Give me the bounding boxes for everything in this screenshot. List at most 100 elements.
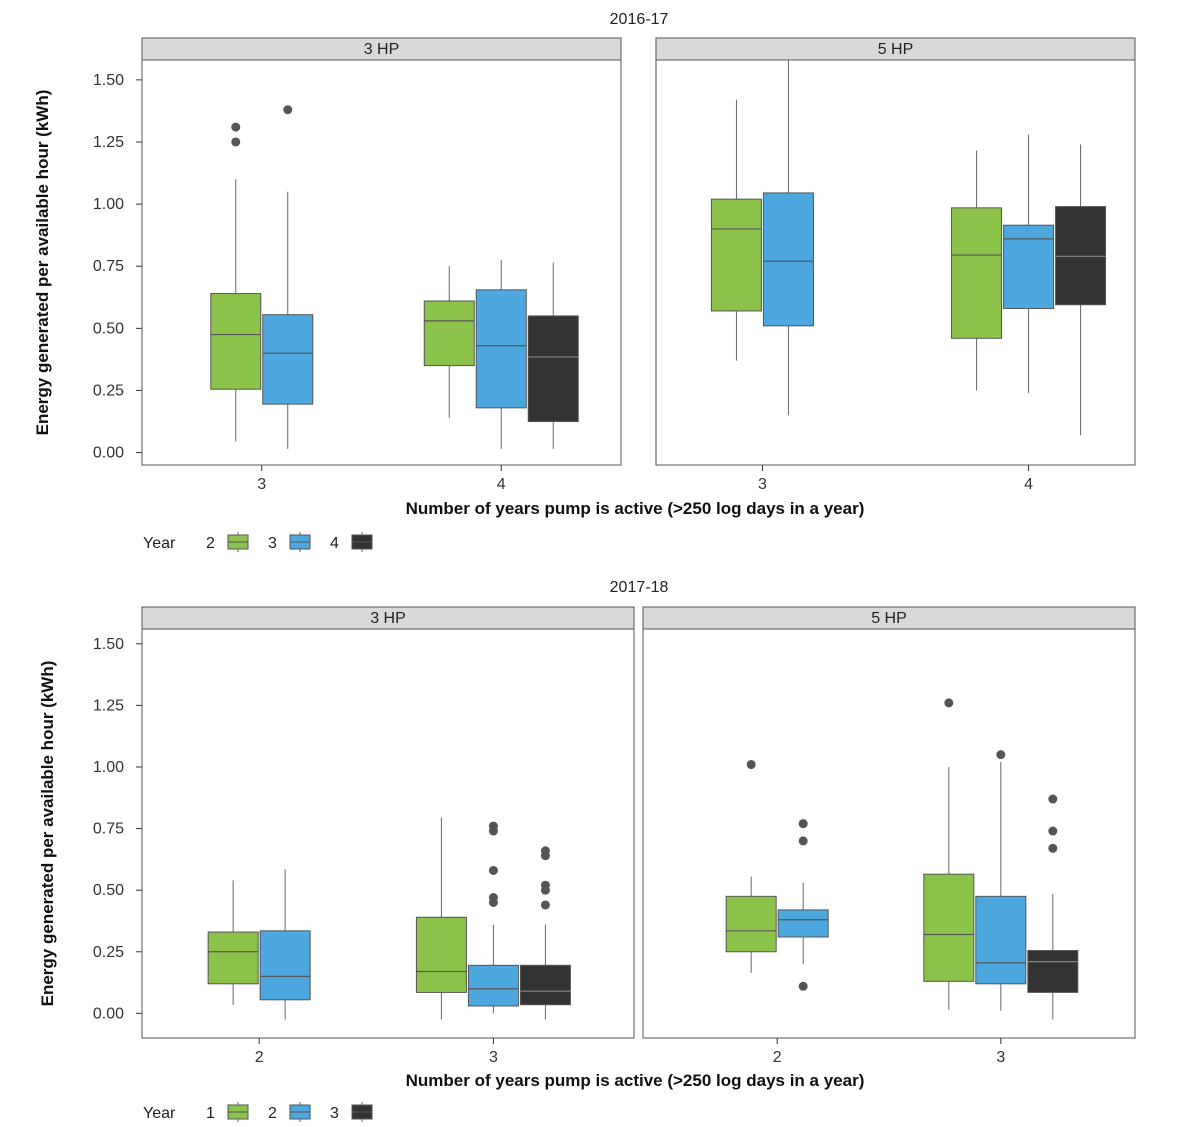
outlier-point [231,122,241,132]
chart-1: 2017-18 Energy generated per available ho… [38,579,1136,1122]
x-tick-label: 3 [996,1049,1005,1066]
box-group [951,150,1003,391]
box-group [519,846,571,1020]
y-axis-label: Energy generated per available hour (kWh… [38,661,57,1007]
box-group [467,821,519,1014]
panel-border [141,628,635,1039]
outlier-point [996,750,1006,760]
outlier-point [540,885,550,895]
y-tick-label: 1.50 [93,636,124,653]
x-axis-label: Number of years pump is active (>250 log… [406,499,865,518]
outlier-point [488,865,498,875]
box [415,916,467,993]
legend: Year 2 3 4 [143,532,373,552]
box-group [762,60,814,416]
box-group [923,698,975,1010]
y-tick-label: 1.50 [93,72,124,89]
box-group [475,260,527,449]
box [262,314,314,405]
chart-title: 2017-18 [610,579,669,596]
facet-strip-label: 3 HP [364,41,400,58]
outlier-point [798,836,808,846]
outlier-point [1048,794,1058,804]
outlier-point [746,760,756,770]
facet-panel: 5 HP 2 3 [642,606,1136,1066]
y-tick-label: 0.75 [93,258,124,275]
box [423,300,475,367]
box [710,198,762,312]
y-tick-label: 0.75 [93,821,124,838]
panel-border [642,628,1136,1039]
legend-title: Year [143,535,176,552]
box [777,909,829,938]
facet-strip-label: 5 HP [871,610,907,627]
box-group [710,99,762,361]
x-tick-label: 3 [489,1049,498,1066]
box [519,964,571,1006]
legend: Year 1 2 3 [143,1102,373,1122]
box-group [1055,144,1107,436]
facet-strip-label: 5 HP [878,41,914,58]
outlier-point [798,981,808,991]
box [1027,950,1079,993]
x-tick-label: 3 [758,476,767,493]
legend-label: 3 [330,1105,339,1122]
y-tick-label: 0.50 [93,882,124,899]
box [527,315,579,423]
box-group [1003,134,1055,393]
y-tick-label: 0.50 [93,320,124,337]
outlier-point [540,851,550,861]
y-tick-label: 0.00 [93,445,124,462]
box-group [210,122,262,442]
box [467,964,519,1007]
box [1003,224,1055,309]
x-tick-label: 4 [497,476,506,493]
box [725,895,777,953]
box-group [527,262,579,449]
box [762,192,814,327]
outlier-point [944,698,954,708]
facet-panel: 3 HP 2 3 [141,606,635,1066]
box-group [1027,794,1079,1020]
y-tick-label: 0.00 [93,1005,124,1022]
legend-label: 1 [206,1105,215,1122]
x-tick-label: 2 [773,1049,782,1066]
outlier-point [283,105,293,115]
box [259,930,311,1001]
outlier-point [1048,826,1058,836]
box [210,293,262,390]
facet-panel: 3 HP 3 4 [141,37,622,493]
legend-title: Year [143,1105,176,1122]
outlier-point [1048,843,1058,853]
y-tick-label: 0.25 [93,944,124,961]
outlier-point [231,137,241,147]
box [475,289,527,409]
outlier-point [488,826,498,836]
y-tick-label: 1.00 [93,196,124,213]
box-group [262,105,314,449]
panel-border [141,59,622,466]
y-tick-label: 0.25 [93,382,124,399]
box-group [777,819,829,991]
x-axis-label: Number of years pump is active (>250 log… [406,1071,865,1090]
box [975,895,1027,985]
y-tick-label: 1.00 [93,759,124,776]
x-tick-label: 4 [1024,476,1033,493]
legend-label: 3 [268,535,277,552]
box [923,873,975,982]
y-axis-label: Energy generated per available hour (kWh… [33,90,52,436]
y-tick-label: 1.25 [93,134,124,151]
chart-0: 2016-17 Energy generated per available ho… [33,11,1136,552]
legend-label: 2 [268,1105,277,1122]
x-tick-label: 2 [255,1049,264,1066]
facet-strip-label: 3 HP [370,610,406,627]
chart-title: 2016-17 [610,11,669,28]
outlier-point [540,900,550,910]
box [951,207,1003,339]
box [207,931,259,985]
box-group [207,880,259,1005]
box-group [259,869,311,1020]
panel-border [655,59,1136,466]
box-group [975,750,1027,1011]
